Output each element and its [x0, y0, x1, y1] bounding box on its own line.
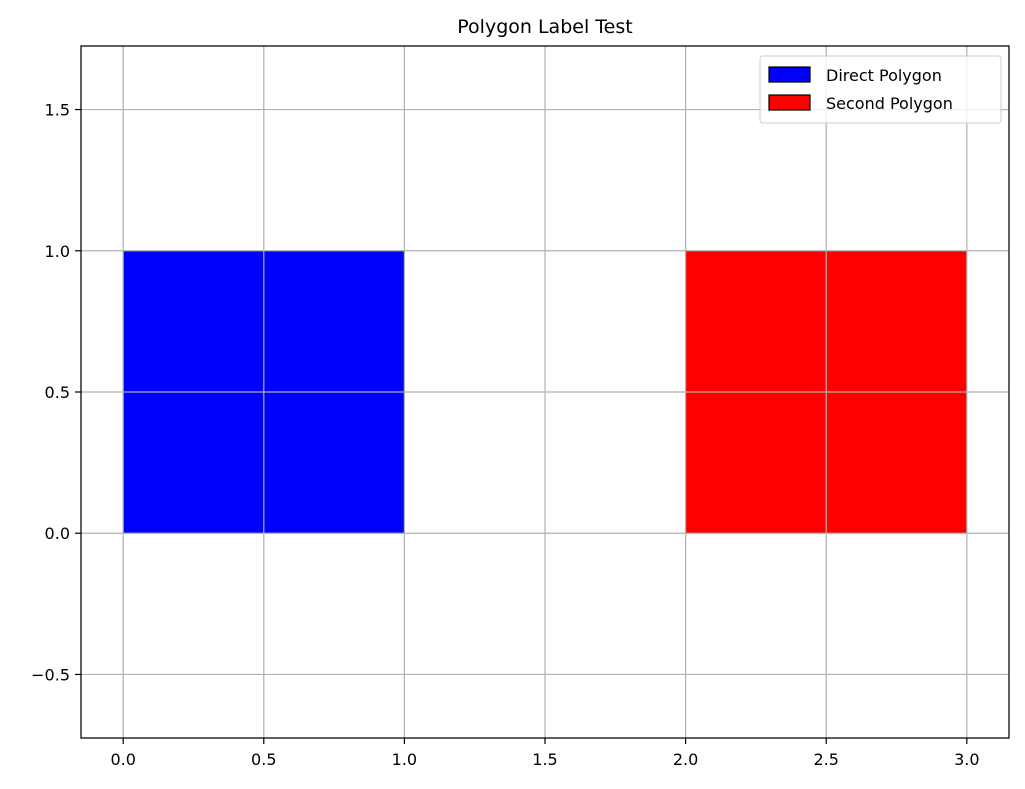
x-tick-label: 1.5 [532, 750, 557, 769]
x-tick-label: 1.0 [392, 750, 417, 769]
y-tick-label: 1.5 [45, 101, 70, 120]
chart-title: Polygon Label Test [457, 16, 632, 38]
x-tick-label: 3.0 [954, 750, 979, 769]
y-tick-label: −0.5 [31, 665, 70, 684]
axis-ticks: 0.0 0.5 1.0 1.5 2.0 2.5 3.0 −0.5 0.0 0.5 1.0 1.5 [31, 101, 979, 769]
x-tick-label: 2.5 [813, 750, 838, 769]
legend-swatch-2 [768, 94, 811, 111]
y-tick-label: 1.0 [45, 242, 70, 261]
legend: Direct Polygon Second Polygon [759, 55, 1002, 124]
x-tick-label: 0.0 [110, 750, 135, 769]
y-tick-label: 0.0 [45, 524, 70, 543]
legend-label-2: Second Polygon [826, 94, 953, 113]
y-tick-label: 0.5 [45, 383, 70, 402]
x-tick-label: 0.5 [251, 750, 276, 769]
x-tick-label: 2.0 [673, 750, 698, 769]
legend-box [759, 55, 1002, 124]
legend-label-1: Direct Polygon [826, 66, 942, 85]
legend-swatch-1 [768, 66, 811, 83]
